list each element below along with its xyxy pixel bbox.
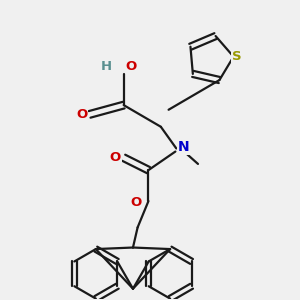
- Text: O: O: [109, 151, 121, 164]
- Text: O: O: [125, 60, 136, 73]
- Text: S: S: [232, 50, 242, 63]
- Text: O: O: [76, 108, 87, 121]
- Text: N: N: [178, 140, 190, 154]
- Text: H: H: [101, 60, 112, 73]
- Text: O: O: [130, 196, 142, 208]
